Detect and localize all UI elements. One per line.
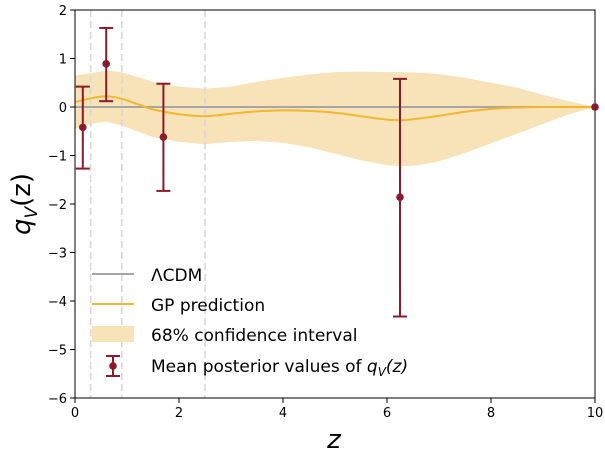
posterior-point	[79, 123, 87, 132]
confidence-band	[75, 70, 595, 167]
legend-label-lcdm: ΛCDM	[151, 266, 202, 286]
gp-prediction-line	[75, 95, 595, 122]
x-tick-label: 8	[487, 406, 495, 421]
x-tick-label: 6	[383, 406, 391, 421]
legend	[92, 273, 134, 377]
y-tick-label: −2	[48, 198, 67, 213]
legend-handle-point	[109, 362, 117, 370]
y-axis-title: qV(z)	[7, 173, 42, 235]
axes: 0 2 4 6 8 10 −6 −5 −4 −3 −2 −1 0 1 2	[48, 4, 603, 421]
y-tick-label: −3	[48, 247, 67, 262]
y-tick-label: −1	[48, 150, 67, 165]
legend-label-gp: GP prediction	[151, 296, 265, 316]
x-tick-label: 2	[175, 406, 183, 421]
x-tick-label: 4	[279, 406, 287, 421]
y-tick-label: −6	[48, 392, 67, 407]
posterior-point	[591, 103, 599, 111]
legend-handle-ci	[92, 326, 134, 342]
x-axis-title: z	[326, 425, 342, 455]
posterior-point	[102, 60, 110, 68]
error-bars	[75, 26, 599, 318]
legend-label-posterior: Mean posterior values of qV(z)	[151, 357, 408, 379]
y-tick-label: 0	[59, 101, 67, 116]
posterior-point	[396, 193, 404, 202]
posterior-point	[159, 133, 168, 141]
legend-label-ci: 68% confidence interval	[151, 326, 357, 346]
y-tick-label: −5	[48, 344, 67, 359]
y-tick-label: −4	[48, 295, 67, 310]
y-tick-label: 1	[59, 53, 67, 68]
x-tick-label: 0	[71, 406, 79, 421]
x-tick-label: 10	[587, 406, 604, 421]
y-tick-label: 2	[59, 4, 67, 19]
